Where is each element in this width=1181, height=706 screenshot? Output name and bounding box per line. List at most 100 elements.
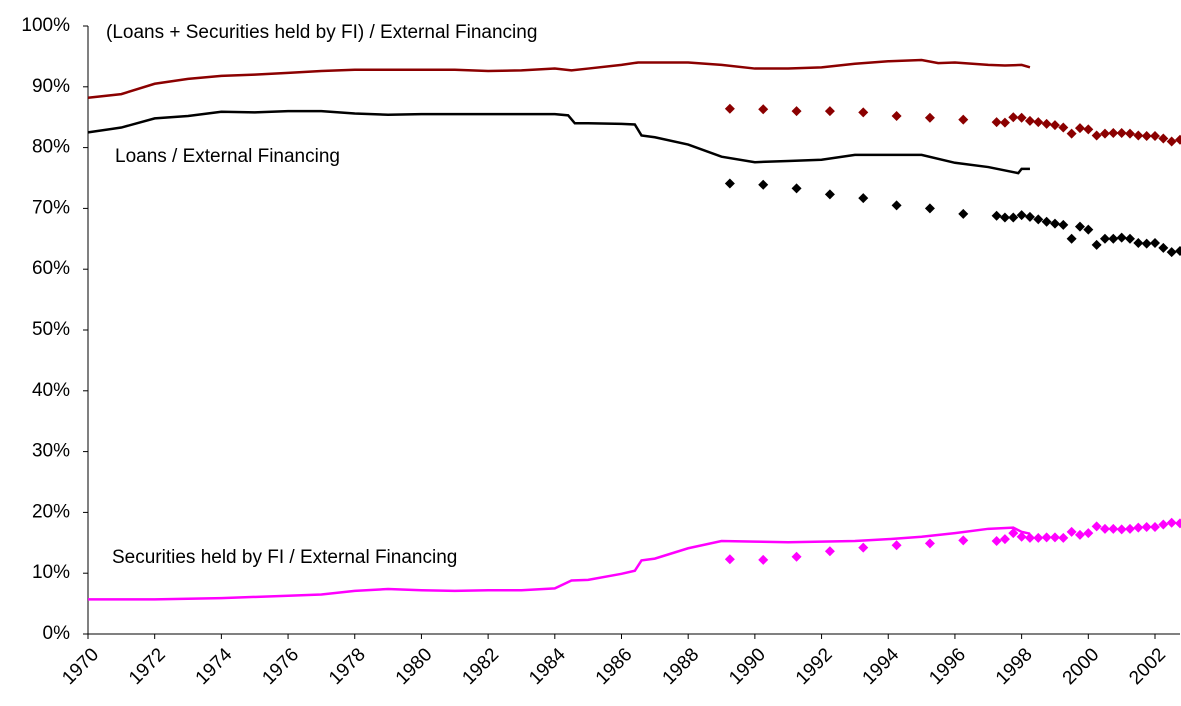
marker [824,546,835,557]
marker [1074,221,1085,232]
marker [1024,211,1035,222]
marker [1175,245,1181,256]
marker [858,542,869,553]
marker [758,104,769,115]
marker [1091,521,1102,532]
marker [1008,528,1019,539]
marker [1175,134,1181,145]
marker [1074,529,1085,540]
marker [724,554,735,565]
marker [1133,238,1144,249]
marker [1058,219,1069,230]
y-tick-label: 30% [32,441,70,462]
marker [1033,214,1044,225]
marker [1124,523,1135,534]
marker [1066,233,1077,244]
marker [1008,212,1019,223]
marker [1058,122,1069,133]
marker [1141,238,1152,249]
x-tick-label: 1982 [458,644,503,689]
marker [1049,532,1060,543]
marker [999,212,1010,223]
marker [1049,120,1060,131]
marker [1116,524,1127,535]
x-tick-label: 1974 [192,644,237,689]
marker [924,538,935,549]
y-tick-label: 100% [21,15,70,36]
x-tick-label: 1972 [125,644,170,689]
marker [1016,112,1027,123]
marker [1141,521,1152,532]
x-tick-label: 1984 [525,644,570,689]
marker [1116,128,1127,139]
marker [1099,523,1110,534]
marker [1083,528,1094,539]
marker [1083,224,1094,235]
y-tick-label: 90% [32,76,70,97]
marker [1074,123,1085,134]
line [88,526,1031,601]
marker [999,534,1010,545]
marker [1041,118,1052,129]
marker [1108,128,1119,139]
annotation: Securities held by FI / External Financi… [112,547,457,568]
x-tick-label: 1970 [58,644,103,689]
marker [724,103,735,114]
y-tick-label: 10% [32,562,70,583]
marker [824,106,835,117]
x-tick-label: 1996 [925,644,970,689]
marker [991,117,1002,128]
y-tick-label: 70% [32,197,70,218]
annotation: Loans / External Financing [115,146,340,167]
marker [1016,531,1027,542]
marker [1066,128,1077,139]
marker [1091,130,1102,141]
marker [1116,232,1127,243]
marker [958,535,969,546]
marker [1108,523,1119,534]
line [87,58,1031,99]
marker [791,183,802,194]
y-tick-label: 0% [43,623,71,644]
marker [1091,239,1102,250]
marker [1024,532,1035,543]
marker [1099,128,1110,139]
marker [1149,238,1160,249]
marker [791,106,802,117]
y-tick-label: 80% [32,137,70,158]
x-tick-label: 1992 [792,644,837,689]
x-tick-label: 2000 [1059,644,1104,689]
marker [824,189,835,200]
marker [1149,521,1160,532]
line [87,109,1030,175]
y-tick-label: 20% [32,501,70,522]
marker [1133,522,1144,533]
marker [924,112,935,123]
marker [1158,242,1169,253]
marker [1083,124,1094,135]
x-tick-label: 2002 [1125,644,1170,689]
marker [1099,233,1110,244]
marker [1158,133,1169,144]
x-tick-label: 1988 [659,644,704,689]
marker [791,551,802,562]
marker [924,203,935,214]
marker [1041,216,1052,227]
y-tick-label: 60% [32,258,70,279]
marker [724,178,735,189]
marker [1024,115,1035,126]
marker [858,193,869,204]
marker [1008,112,1019,123]
marker [991,535,1002,546]
marker [991,210,1002,221]
annotation: (Loans + Securities held by FI) / Extern… [106,22,537,43]
marker [891,540,902,551]
marker [758,179,769,190]
marker [858,107,869,118]
marker [1158,519,1169,530]
x-tick-label: 1980 [392,644,437,689]
x-tick-label: 1978 [325,644,370,689]
marker [1066,526,1077,537]
marker [1175,518,1181,529]
